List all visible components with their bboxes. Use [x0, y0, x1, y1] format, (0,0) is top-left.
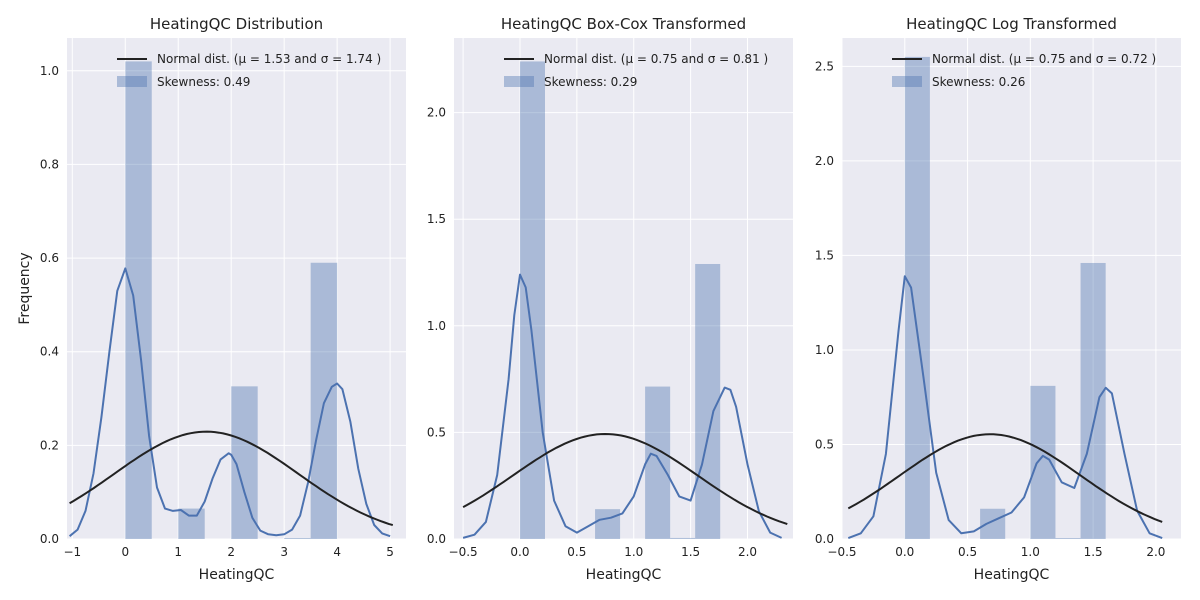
histogram-bar — [595, 509, 621, 539]
x-tick-label: 1.5 — [681, 545, 700, 559]
x-tick-label: 1.0 — [1021, 545, 1040, 559]
legend-bar-swatch — [504, 76, 534, 87]
x-tick-label: 2.0 — [738, 545, 757, 559]
normal-fit-line — [462, 432, 788, 526]
legend: Normal dist. (μ = 0.75 and σ = 0.72 ) Ske… — [892, 52, 1156, 89]
x-tick-label: 2.0 — [1146, 545, 1165, 559]
legend: Normal dist. (μ = 1.53 and σ = 1.74 ) Ske… — [117, 52, 381, 89]
legend-normal-label: Normal dist. (μ = 0.75 and σ = 0.81 ) — [544, 52, 768, 66]
histogram-bar — [904, 56, 930, 539]
y-tick-label: 0.5 — [815, 437, 834, 451]
kde-line — [462, 273, 783, 539]
x-tick-label: −0.5 — [449, 545, 478, 559]
x-tick-label: 0.5 — [958, 545, 977, 559]
histogram-bar — [1080, 262, 1106, 539]
legend-bar-swatch — [117, 76, 147, 87]
x-tick-label: 1.0 — [624, 545, 643, 559]
chart-title: HeatingQC Distribution — [150, 15, 323, 33]
legend-normal-label: Normal dist. (μ = 1.53 and σ = 1.74 ) — [157, 52, 381, 66]
histogram-bar — [178, 508, 205, 539]
legend-skewness-label: Skewness: 0.29 — [544, 75, 637, 89]
x-tick-label: 1.5 — [1084, 545, 1103, 559]
plot-area — [842, 38, 1181, 539]
x-tick-label: −0.5 — [827, 545, 856, 559]
legend: Normal dist. (μ = 0.75 and σ = 0.81 ) Ske… — [504, 52, 768, 89]
histogram-bar — [695, 263, 721, 539]
y-tick-label: 2.0 — [427, 106, 446, 120]
chart-title: HeatingQC Box-Cox Transformed — [501, 15, 746, 33]
x-tick-label: 2 — [227, 545, 235, 559]
y-axis-label: Frequency — [17, 252, 33, 324]
y-tick-label: 2.5 — [815, 59, 834, 73]
plot-area — [454, 38, 793, 539]
x-tick-label: 4 — [333, 545, 341, 559]
kde-line — [847, 275, 1163, 540]
legend-normal-label: Normal dist. (μ = 0.75 and σ = 0.72 ) — [932, 52, 1156, 66]
y-tick-label: 1.0 — [815, 343, 834, 357]
y-tick-label: 2.0 — [815, 154, 834, 168]
y-tick-label: 1.5 — [815, 248, 834, 262]
histogram-bar — [310, 262, 338, 539]
subplot-2: −0.5 0.0 0.5 1.0 1.5 2.00.00.51.01.52.0Heatin… — [427, 15, 793, 583]
y-tick-label: 0.8 — [40, 157, 59, 171]
y-tick-label: 1.5 — [427, 212, 446, 226]
y-tick-label: 1.0 — [427, 319, 446, 333]
plot-area — [67, 38, 406, 539]
x-tick-label: 0 — [121, 545, 129, 559]
histogram-bar — [284, 538, 311, 539]
x-tick-label: 0.0 — [895, 545, 914, 559]
legend-skewness-label: Skewness: 0.26 — [932, 75, 1025, 89]
x-tick-label: −1 — [63, 545, 81, 559]
y-tick-label: 0.6 — [40, 251, 59, 265]
y-tick-label: 1.0 — [40, 64, 59, 78]
y-tick-label: 0.0 — [40, 532, 59, 546]
y-tick-label: 0.4 — [40, 345, 59, 359]
x-axis-label: HeatingQC — [586, 567, 662, 583]
y-tick-label: 0.0 — [427, 532, 446, 546]
subplot-1: −1 0 1 2 3 4 5 0.0 0.2 0.4 0.6 0.8 1.0 HeatingQC Dist… — [17, 15, 406, 583]
kde-line — [68, 267, 391, 538]
subplot-3: −0.5 0.0 0.5 1.0 1.5 2.00.00.51.01.52.02.5Hea… — [815, 15, 1181, 583]
histogram-bar — [1055, 538, 1081, 539]
legend-skewness-label: Skewness: 0.49 — [157, 75, 250, 89]
x-tick-label: 0.0 — [510, 545, 529, 559]
x-tick-label: 0.5 — [567, 545, 586, 559]
normal-fit-line — [847, 433, 1163, 523]
x-tick-label: 1 — [174, 545, 182, 559]
y-tick-label: 0.2 — [40, 438, 59, 452]
x-tick-label: 3 — [280, 545, 288, 559]
histogram-bar — [670, 537, 696, 539]
histogram-bar — [645, 386, 671, 539]
y-tick-label: 0.5 — [427, 425, 446, 439]
chart-title: HeatingQC Log Transformed — [906, 15, 1117, 33]
legend-bar-swatch — [892, 76, 922, 87]
normal-fit-line — [69, 430, 394, 527]
histogram-bar — [980, 508, 1006, 539]
x-axis-label: HeatingQC — [974, 567, 1050, 583]
y-tick-label: 0.0 — [815, 532, 834, 546]
histogram-bar — [125, 61, 152, 539]
x-axis-label: HeatingQC — [199, 567, 275, 583]
x-tick-label: 5 — [386, 545, 394, 559]
histogram-bar — [519, 61, 546, 540]
